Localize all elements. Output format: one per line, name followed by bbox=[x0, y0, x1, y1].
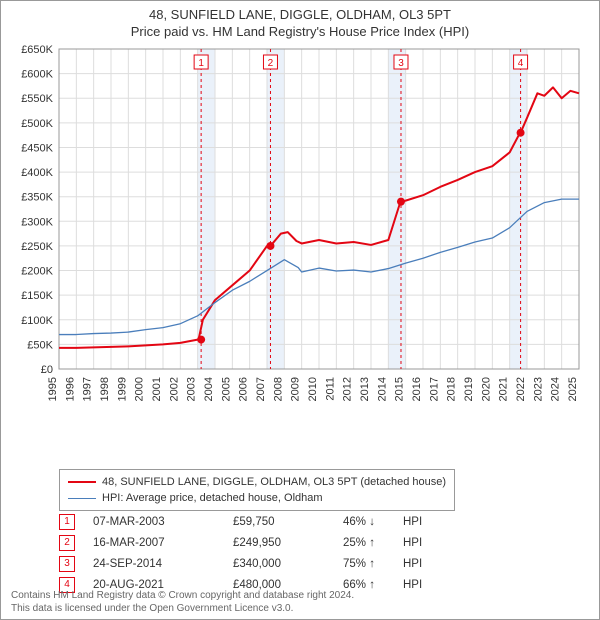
legend-row: HPI: Average price, detached house, Oldh… bbox=[68, 490, 446, 506]
sale-row-marker: 3 bbox=[59, 556, 75, 572]
title-line-2: Price paid vs. HM Land Registry's House … bbox=[1, 24, 599, 39]
sale-row-vs: HPI bbox=[403, 558, 422, 570]
sale-marker-number: 2 bbox=[268, 58, 274, 69]
chart-container: 48, SUNFIELD LANE, DIGGLE, OLDHAM, OL3 5… bbox=[0, 0, 600, 620]
y-tick-label: £150K bbox=[21, 290, 53, 302]
x-tick-label: 2022 bbox=[515, 377, 527, 401]
x-tick-label: 1998 bbox=[99, 377, 111, 401]
sale-row-price: £340,000 bbox=[233, 558, 343, 570]
sale-row-price: £480,000 bbox=[233, 579, 343, 591]
x-tick-label: 2016 bbox=[411, 377, 423, 401]
y-tick-label: £550K bbox=[21, 93, 53, 105]
y-tick-label: £200K bbox=[21, 266, 53, 278]
x-tick-label: 2020 bbox=[480, 377, 492, 401]
footer-line-1: Contains HM Land Registry data © Crown c… bbox=[11, 590, 354, 603]
sale-row-price: £249,950 bbox=[233, 537, 343, 549]
x-tick-label: 2006 bbox=[238, 377, 250, 401]
x-tick-label: 2004 bbox=[203, 377, 215, 401]
x-tick-label: 2019 bbox=[463, 377, 475, 401]
y-tick-label: £600K bbox=[21, 69, 53, 81]
sale-dot bbox=[197, 336, 205, 344]
x-tick-label: 2003 bbox=[186, 377, 198, 401]
x-tick-label: 2015 bbox=[394, 377, 406, 401]
x-tick-label: 2023 bbox=[532, 377, 544, 401]
sale-marker-number: 1 bbox=[198, 58, 204, 69]
y-tick-label: £0 bbox=[41, 364, 53, 376]
x-tick-label: 2017 bbox=[428, 377, 440, 401]
y-tick-label: £250K bbox=[21, 241, 53, 253]
sale-row-date: 07-MAR-2003 bbox=[93, 516, 233, 528]
x-tick-label: 2009 bbox=[290, 377, 302, 401]
legend-label: 48, SUNFIELD LANE, DIGGLE, OLDHAM, OL3 5… bbox=[102, 476, 446, 488]
x-tick-label: 2001 bbox=[151, 377, 163, 401]
sale-row-price: £59,750 bbox=[233, 516, 343, 528]
y-tick-label: £450K bbox=[21, 142, 53, 154]
sales-row: 3 24-SEP-2014£340,00075% ↑HPI bbox=[59, 553, 422, 574]
y-tick-label: £50K bbox=[27, 339, 53, 351]
sale-row-pct: 66% ↑ bbox=[343, 579, 403, 591]
y-tick-label: £350K bbox=[21, 192, 53, 204]
footer-line-2: This data is licensed under the Open Gov… bbox=[11, 603, 354, 616]
x-tick-label: 2007 bbox=[255, 377, 267, 401]
sales-table: 107-MAR-2003£59,75046% ↓HPI216-MAR-2007£… bbox=[59, 511, 422, 595]
legend-swatch bbox=[68, 498, 96, 499]
x-tick-label: 2013 bbox=[359, 377, 371, 401]
sale-row-pct: 25% ↑ bbox=[343, 537, 403, 549]
titles: 48, SUNFIELD LANE, DIGGLE, OLDHAM, OL3 5… bbox=[1, 1, 599, 39]
sale-row-date: 24-SEP-2014 bbox=[93, 558, 233, 570]
sales-row: 2 16-MAR-2007£249,95025% ↑HPI bbox=[59, 532, 422, 553]
x-tick-label: 2018 bbox=[446, 377, 458, 401]
title-line-1: 48, SUNFIELD LANE, DIGGLE, OLDHAM, OL3 5… bbox=[1, 7, 599, 22]
sales-row: 1 07-MAR-2003£59,75046% ↓HPI bbox=[59, 511, 422, 532]
sale-marker-number: 3 bbox=[398, 58, 404, 69]
x-tick-label: 2011 bbox=[324, 377, 336, 401]
y-tick-label: £500K bbox=[21, 118, 53, 130]
legend-row: 48, SUNFIELD LANE, DIGGLE, OLDHAM, OL3 5… bbox=[68, 474, 446, 490]
chart: £0£50K£100K£150K£200K£250K£300K£350K£400… bbox=[59, 49, 579, 419]
sale-row-pct: 75% ↑ bbox=[343, 558, 403, 570]
sale-row-vs: HPI bbox=[403, 516, 422, 528]
legend-label: HPI: Average price, detached house, Oldh… bbox=[102, 492, 323, 504]
sale-row-marker: 2 bbox=[59, 535, 75, 551]
x-tick-label: 2010 bbox=[307, 377, 319, 401]
sale-row-vs: HPI bbox=[403, 537, 422, 549]
footer-note: Contains HM Land Registry data © Crown c… bbox=[11, 590, 354, 615]
x-tick-label: 1999 bbox=[116, 377, 128, 401]
x-tick-label: 1997 bbox=[82, 377, 94, 401]
sale-row-pct: 46% ↓ bbox=[343, 516, 403, 528]
y-tick-label: £100K bbox=[21, 315, 53, 327]
sale-row-date: 16-MAR-2007 bbox=[93, 537, 233, 549]
x-tick-label: 2005 bbox=[220, 377, 232, 401]
x-tick-label: 1995 bbox=[47, 377, 59, 401]
sale-row-marker: 1 bbox=[59, 514, 75, 530]
sale-row-date: 20-AUG-2021 bbox=[93, 579, 233, 591]
legend-swatch bbox=[68, 481, 96, 483]
legend: 48, SUNFIELD LANE, DIGGLE, OLDHAM, OL3 5… bbox=[59, 469, 455, 511]
x-tick-label: 2000 bbox=[134, 377, 146, 401]
sale-dot bbox=[266, 242, 274, 250]
x-tick-label: 2002 bbox=[168, 377, 180, 401]
sale-dot bbox=[397, 198, 405, 206]
y-tick-label: £300K bbox=[21, 216, 53, 228]
y-tick-label: £400K bbox=[21, 167, 53, 179]
x-tick-label: 2012 bbox=[342, 377, 354, 401]
x-tick-label: 2024 bbox=[550, 377, 562, 401]
x-tick-label: 1996 bbox=[64, 377, 76, 401]
chart-svg: £0£50K£100K£150K£200K£250K£300K£350K£400… bbox=[59, 49, 579, 419]
x-tick-label: 2014 bbox=[376, 377, 388, 401]
x-tick-label: 2025 bbox=[567, 377, 579, 401]
y-tick-label: £650K bbox=[21, 44, 53, 56]
sale-marker-number: 4 bbox=[518, 58, 524, 69]
sale-row-vs: HPI bbox=[403, 579, 422, 591]
x-tick-label: 2021 bbox=[498, 377, 510, 401]
sale-dot bbox=[517, 129, 525, 137]
x-tick-label: 2008 bbox=[272, 377, 284, 401]
